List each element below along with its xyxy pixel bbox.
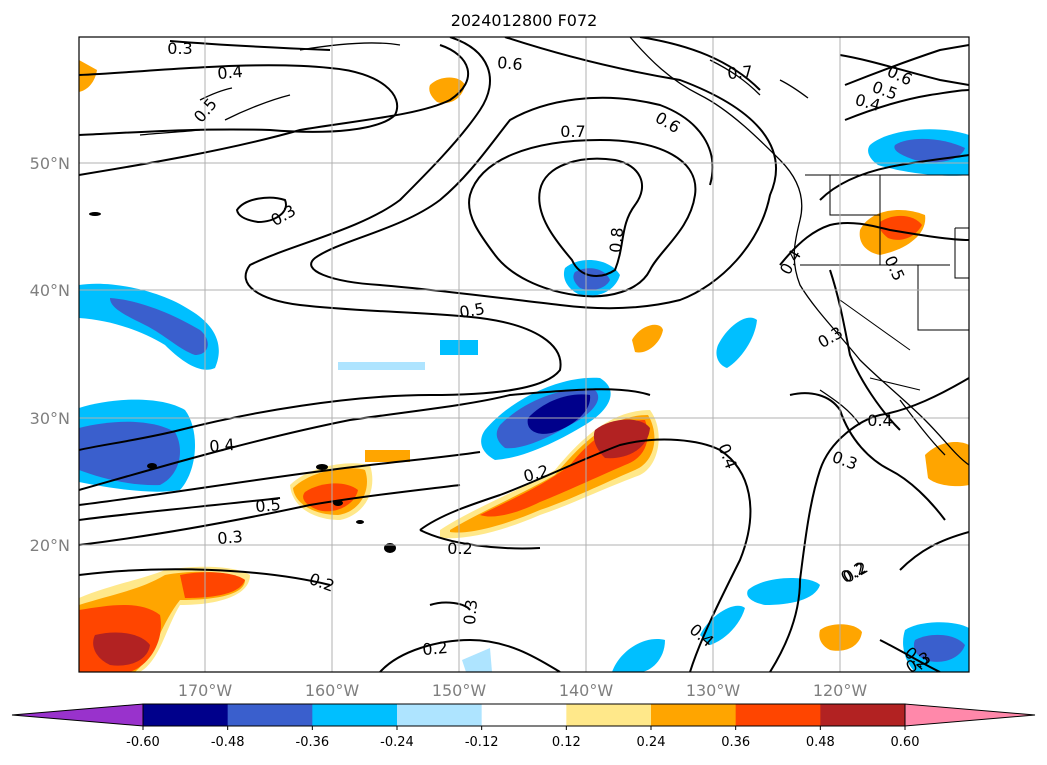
colorbar: -0.60 -0.48 -0.36 -0.24 -0.12 0.12 0.24 0.36 0.4… xyxy=(11,703,1036,750)
colorbar-tick-label: 0.60 xyxy=(891,735,920,750)
lon-label: 160°W xyxy=(305,681,360,700)
colorbar-tick-label: -0.48 xyxy=(211,735,245,750)
colorbar-tick-label: -0.12 xyxy=(465,735,499,750)
lat-label: 50°N xyxy=(30,154,70,173)
lon-label: 170°W xyxy=(178,681,233,700)
map-title: 2024012800 F072 xyxy=(451,11,598,30)
map-frame xyxy=(78,36,970,673)
contour-label: 0.2 xyxy=(447,539,472,558)
colorbar-segment xyxy=(566,704,652,726)
contour-label: 0.8 xyxy=(606,227,627,254)
contour-label: 0.6 xyxy=(652,108,684,137)
contour-label: 0.5 xyxy=(255,495,282,516)
lat-label: 20°N xyxy=(30,536,70,555)
contour-label: 0.3 xyxy=(217,527,244,548)
latitude-labels: 50°N 40°N 30°N 20°N xyxy=(30,154,70,555)
colorbar-frame xyxy=(142,703,906,727)
longitude-labels: 170°W 160°W 150°W 140°W 130°W 120°W xyxy=(178,681,868,700)
borders xyxy=(800,174,969,391)
colorbar-tick-label: -0.60 xyxy=(126,735,160,750)
coastlines xyxy=(139,37,969,466)
colorbar-segment xyxy=(735,704,821,726)
colorbar-segment xyxy=(481,704,567,726)
lat-label: 40°N xyxy=(30,281,70,300)
contour-label: 0.3 xyxy=(267,201,299,230)
contour-label: 0.7 xyxy=(727,62,754,83)
contour-label: 0.5 xyxy=(190,94,221,126)
contour-label: 0.2 xyxy=(422,638,449,659)
lat-label: 30°N xyxy=(30,409,70,428)
contour-label: 0.6 xyxy=(496,53,523,74)
contour-label: 0.5 xyxy=(458,299,486,322)
colorbar-tick-label: 0.36 xyxy=(721,735,750,750)
colorbar-segment xyxy=(312,704,398,726)
colorbar-segment xyxy=(820,704,906,726)
colorbar-tick-label: 0.12 xyxy=(552,735,581,750)
contour-label: 0.4 xyxy=(209,435,236,456)
contour-label: 0.4 xyxy=(217,62,244,83)
map-area: 0.30.40.50.6 0.70.60.30.70.60.50.40.30.80… xyxy=(79,37,969,672)
colorbar-segment xyxy=(143,704,229,726)
contour-lines xyxy=(79,37,969,672)
contour-label: 0.3 xyxy=(167,39,192,58)
colorbar-tick-label: 0.48 xyxy=(806,735,835,750)
contour-labels: 0.30.40.50.6 0.70.60.30.70.60.50.40.30.80… xyxy=(167,39,934,672)
contour-label: 0.3 xyxy=(814,323,846,352)
colorbar-tick-label: -0.36 xyxy=(296,735,330,750)
colorbar-segment xyxy=(397,704,483,726)
lon-label: 120°W xyxy=(813,681,868,700)
contour-label: 0.3 xyxy=(460,599,481,626)
contour-label: 0.7 xyxy=(560,122,585,141)
colorbar-tick-label: -0.24 xyxy=(380,735,414,750)
lon-label: 130°W xyxy=(686,681,741,700)
colorbar-segment xyxy=(651,704,737,726)
colorbar-extend-max xyxy=(904,703,1036,727)
lon-label: 150°W xyxy=(432,681,487,700)
contour-label: 0.5 xyxy=(881,253,909,284)
contour-label: 0.4 xyxy=(867,411,892,430)
colorbar-segment xyxy=(227,704,313,726)
colorbar-extend-min xyxy=(11,703,144,727)
lon-label: 140°W xyxy=(559,681,614,700)
contour-label: 0.4 xyxy=(776,246,805,278)
gridlines xyxy=(79,37,969,672)
colorbar-tick-label: 0.24 xyxy=(637,735,666,750)
